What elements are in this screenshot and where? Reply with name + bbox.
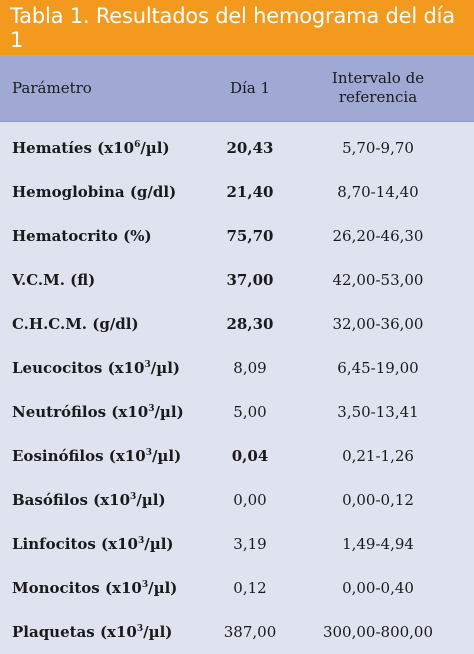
row-reference-range: 6,45-19,00 bbox=[337, 359, 419, 377]
table-header: Parámetro Día 1 Intervalo de referencia bbox=[0, 55, 474, 122]
row-parameter-name: Hematocrito (%) bbox=[12, 227, 152, 245]
row-parameter: Leucocitos (x103/µl) bbox=[0, 359, 210, 377]
row-parameter-name: V.C.M. (fl) bbox=[12, 271, 96, 289]
row-parameter-name: Hemoglobina (g/dl) bbox=[12, 183, 177, 201]
row-reference-range: 32,00-36,00 bbox=[332, 315, 424, 333]
table-row: Hemoglobina (g/dl) 21,40 8,70-14,40 bbox=[0, 170, 474, 214]
row-parameter-name: Linfocitos (x10 bbox=[12, 535, 138, 553]
row-parameter-exponent: 3 bbox=[130, 492, 137, 502]
row-parameter-unit: /µl) bbox=[151, 447, 182, 465]
table-row: Hematocrito (%) 75,70 26,20-46,30 bbox=[0, 214, 474, 258]
table-body: Hematíes (x106/µl) 20,43 5,70-9,70 Hemoglob… bbox=[0, 126, 474, 654]
row-parameter-name: Basófilos (x10 bbox=[12, 491, 131, 509]
table-row: C.H.C.M. (g/dl) 28,30 32,00-36,00 bbox=[0, 302, 474, 346]
row-reference-range: 300,00-800,00 bbox=[322, 623, 434, 641]
row-parameter-name: Monocitos (x10 bbox=[12, 579, 142, 597]
table-row: Hematíes (x106/µl) 20,43 5,70-9,70 bbox=[0, 126, 474, 170]
row-parameter-unit: /µl) bbox=[154, 403, 184, 421]
row-parameter: Hemoglobina (g/dl) bbox=[0, 183, 210, 201]
column-header-range-line2: referencia bbox=[338, 88, 418, 106]
row-parameter-exponent: 6 bbox=[134, 140, 141, 150]
table-title-text: Tabla 1. Resultados del hemograma del dí… bbox=[10, 3, 455, 52]
row-parameter-exponent: 3 bbox=[144, 360, 151, 370]
column-header-reference-range: Intervalo de referencia bbox=[290, 69, 474, 107]
row-parameter-name: Leucocitos (x10 bbox=[12, 359, 145, 377]
row-parameter: Basófilos (x103/µl) bbox=[0, 491, 210, 509]
row-reference-range: 42,00-53,00 bbox=[332, 271, 424, 289]
row-parameter-unit: /µl) bbox=[136, 491, 166, 509]
row-parameter: Neutrófilos (x103/µl) bbox=[0, 403, 210, 421]
row-reference-range: 0,21-1,26 bbox=[342, 447, 414, 465]
row-reference-range: 3,50-13,41 bbox=[337, 403, 419, 421]
row-reference-range: 26,20-46,30 bbox=[332, 227, 424, 245]
row-parameter: V.C.M. (fl) bbox=[0, 271, 210, 289]
row-parameter: Hematocrito (%) bbox=[0, 227, 210, 245]
row-day1-value: 0,04 bbox=[231, 447, 269, 465]
row-reference-range: 0,00-0,12 bbox=[342, 491, 414, 509]
row-parameter: Hematíes (x106/µl) bbox=[0, 139, 210, 157]
row-parameter-unit: /µl) bbox=[140, 139, 170, 157]
row-parameter-exponent: 3 bbox=[141, 580, 149, 590]
row-parameter-name: C.H.C.M. (g/dl) bbox=[12, 315, 139, 333]
row-reference-range: 8,70-14,40 bbox=[337, 183, 419, 201]
table-row: Eosinófilos (x103/µl) 0,04 0,21-1,26 bbox=[0, 434, 474, 478]
table-title: Tabla 1. Resultados del hemograma del dí… bbox=[0, 0, 474, 55]
row-day1-value: 37,00 bbox=[226, 271, 274, 289]
row-parameter-exponent: 3 bbox=[148, 404, 155, 414]
table-row: V.C.M. (fl) 37,00 42,00-53,00 bbox=[0, 258, 474, 302]
row-parameter-name: Eosinófilos (x10 bbox=[12, 447, 146, 465]
column-header-range-line1: Intervalo de bbox=[331, 69, 425, 87]
row-day1-value: 0,00 bbox=[233, 491, 267, 509]
row-parameter-unit: /µl) bbox=[143, 623, 173, 641]
row-parameter: Eosinófilos (x103/µl) bbox=[0, 447, 210, 465]
row-parameter-name: Neutrófilos (x10 bbox=[12, 403, 149, 421]
row-day1-value: 75,70 bbox=[226, 227, 274, 245]
row-parameter-unit: /µl) bbox=[148, 579, 178, 597]
row-parameter-unit: /µl) bbox=[144, 535, 174, 553]
table-row: Leucocitos (x103/µl) 8,09 6,45-19,00 bbox=[0, 346, 474, 390]
row-parameter: Linfocitos (x103/µl) bbox=[0, 535, 210, 553]
row-parameter: Plaquetas (x103/µl) bbox=[0, 623, 210, 641]
table-row: Basófilos (x103/µl) 0,00 0,00-0,12 bbox=[0, 478, 474, 522]
table-row: Monocitos (x103/µl) 0,12 0,00-0,40 bbox=[0, 566, 474, 610]
row-day1-value: 5,00 bbox=[233, 403, 267, 421]
row-parameter-exponent: 3 bbox=[145, 448, 152, 458]
table-row: Plaquetas (x103/µl) 387,00 300,00-800,00 bbox=[0, 610, 474, 654]
row-day1-value: 28,30 bbox=[226, 315, 274, 333]
row-parameter-exponent: 3 bbox=[136, 624, 144, 634]
row-reference-range: 5,70-9,70 bbox=[342, 139, 414, 157]
row-parameter-exponent: 3 bbox=[137, 536, 145, 546]
row-parameter-unit: /µl) bbox=[150, 359, 181, 377]
row-day1-value: 8,09 bbox=[233, 359, 267, 377]
table-row: Neutrófilos (x103/µl) 5,00 3,50-13,41 bbox=[0, 390, 474, 434]
row-reference-range: 1,49-4,94 bbox=[342, 535, 414, 553]
row-parameter: C.H.C.M. (g/dl) bbox=[0, 315, 210, 333]
row-day1-value: 3,19 bbox=[233, 535, 267, 553]
row-day1-value: 21,40 bbox=[226, 183, 274, 201]
table-row: Linfocitos (x103/µl) 3,19 1,49-4,94 bbox=[0, 522, 474, 566]
row-reference-range: 0,00-0,40 bbox=[342, 579, 414, 597]
row-day1-value: 0,12 bbox=[233, 579, 267, 597]
row-parameter: Monocitos (x103/µl) bbox=[0, 579, 210, 597]
column-header-day1: Día 1 bbox=[229, 79, 271, 97]
row-day1-value: 387,00 bbox=[223, 623, 277, 641]
row-parameter-name: Hematíes (x10 bbox=[12, 139, 135, 157]
row-parameter-name: Plaquetas (x10 bbox=[12, 623, 137, 641]
column-header-parameter: Parámetro bbox=[12, 79, 92, 97]
row-day1-value: 20,43 bbox=[226, 139, 274, 157]
